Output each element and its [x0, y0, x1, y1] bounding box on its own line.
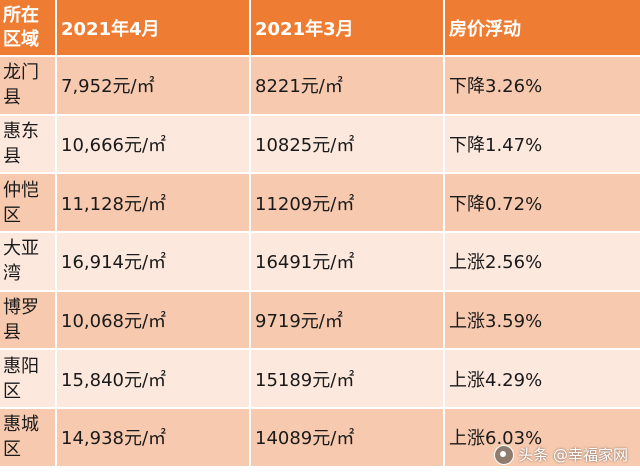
march-price-cell: 15189元/㎡ — [250, 349, 445, 410]
watermark-text: 头条 @幸福家网 — [518, 446, 628, 464]
toutiao-logo-icon — [494, 444, 515, 465]
change-cell: 上涨3.59% — [444, 290, 640, 351]
region-cell: 博罗县 — [0, 290, 57, 351]
header-row: 所在区域 2021年4月 2021年3月 房价浮动 — [0, 0, 640, 57]
table-row: 大亚湾 16,914元/㎡ 16491元/㎡ 上涨2.56% — [0, 232, 640, 292]
march-price-cell: 11209元/㎡ — [250, 173, 445, 234]
april-price-cell: 14,938元/㎡ — [56, 408, 251, 468]
header-april: 2021年4月 — [56, 0, 251, 57]
april-price-cell: 10,068元/㎡ — [56, 290, 251, 351]
table-row: 博罗县 10,068元/㎡ 9719元/㎡ 上涨3.59% — [0, 290, 640, 351]
region-cell: 仲恺区 — [0, 173, 57, 234]
april-price-cell: 10,666元/㎡ — [56, 114, 251, 175]
change-cell: 上涨6.03% — [444, 408, 640, 468]
region-cell: 惠东县 — [0, 114, 57, 175]
change-cell: 上涨4.29% — [444, 349, 640, 410]
april-price-cell: 7,952元/㎡ — [56, 56, 251, 116]
region-cell: 大亚湾 — [0, 232, 57, 292]
april-price-cell: 15,840元/㎡ — [56, 349, 251, 410]
table-row: 惠东县 10,666元/㎡ 10825元/㎡ 下降1.47% — [0, 114, 640, 175]
region-cell: 惠城区 — [0, 408, 57, 468]
region-cell: 惠阳区 — [0, 349, 57, 410]
table-row: 惠阳区 15,840元/㎡ 15189元/㎡ 上涨4.29% — [0, 349, 640, 410]
header-change: 房价浮动 — [444, 0, 640, 57]
march-price-cell: 8221元/㎡ — [250, 56, 445, 116]
march-price-cell: 14089元/㎡ — [250, 408, 445, 468]
change-cell: 上涨2.56% — [444, 232, 640, 292]
change-cell: 下降3.26% — [444, 56, 640, 116]
table-row: 惠城区 14,938元/㎡ 14089元/㎡ 上涨6.03% — [0, 408, 640, 468]
header-region: 所在区域 — [0, 0, 57, 57]
change-cell: 下降1.47% — [444, 114, 640, 175]
march-price-cell: 10825元/㎡ — [250, 114, 445, 175]
march-price-cell: 16491元/㎡ — [250, 232, 445, 292]
table-row: 龙门县 7,952元/㎡ 8221元/㎡ 下降3.26% — [0, 56, 640, 116]
watermark: 头条 @幸福家网 — [494, 444, 628, 465]
table-row: 仲恺区 11,128元/㎡ 11209元/㎡ 下降0.72% — [0, 173, 640, 234]
march-price-cell: 9719元/㎡ — [250, 290, 445, 351]
change-cell: 下降0.72% — [444, 173, 640, 234]
april-price-cell: 11,128元/㎡ — [56, 173, 251, 234]
april-price-cell: 16,914元/㎡ — [56, 232, 251, 292]
region-cell: 龙门县 — [0, 56, 57, 116]
header-march: 2021年3月 — [250, 0, 445, 57]
